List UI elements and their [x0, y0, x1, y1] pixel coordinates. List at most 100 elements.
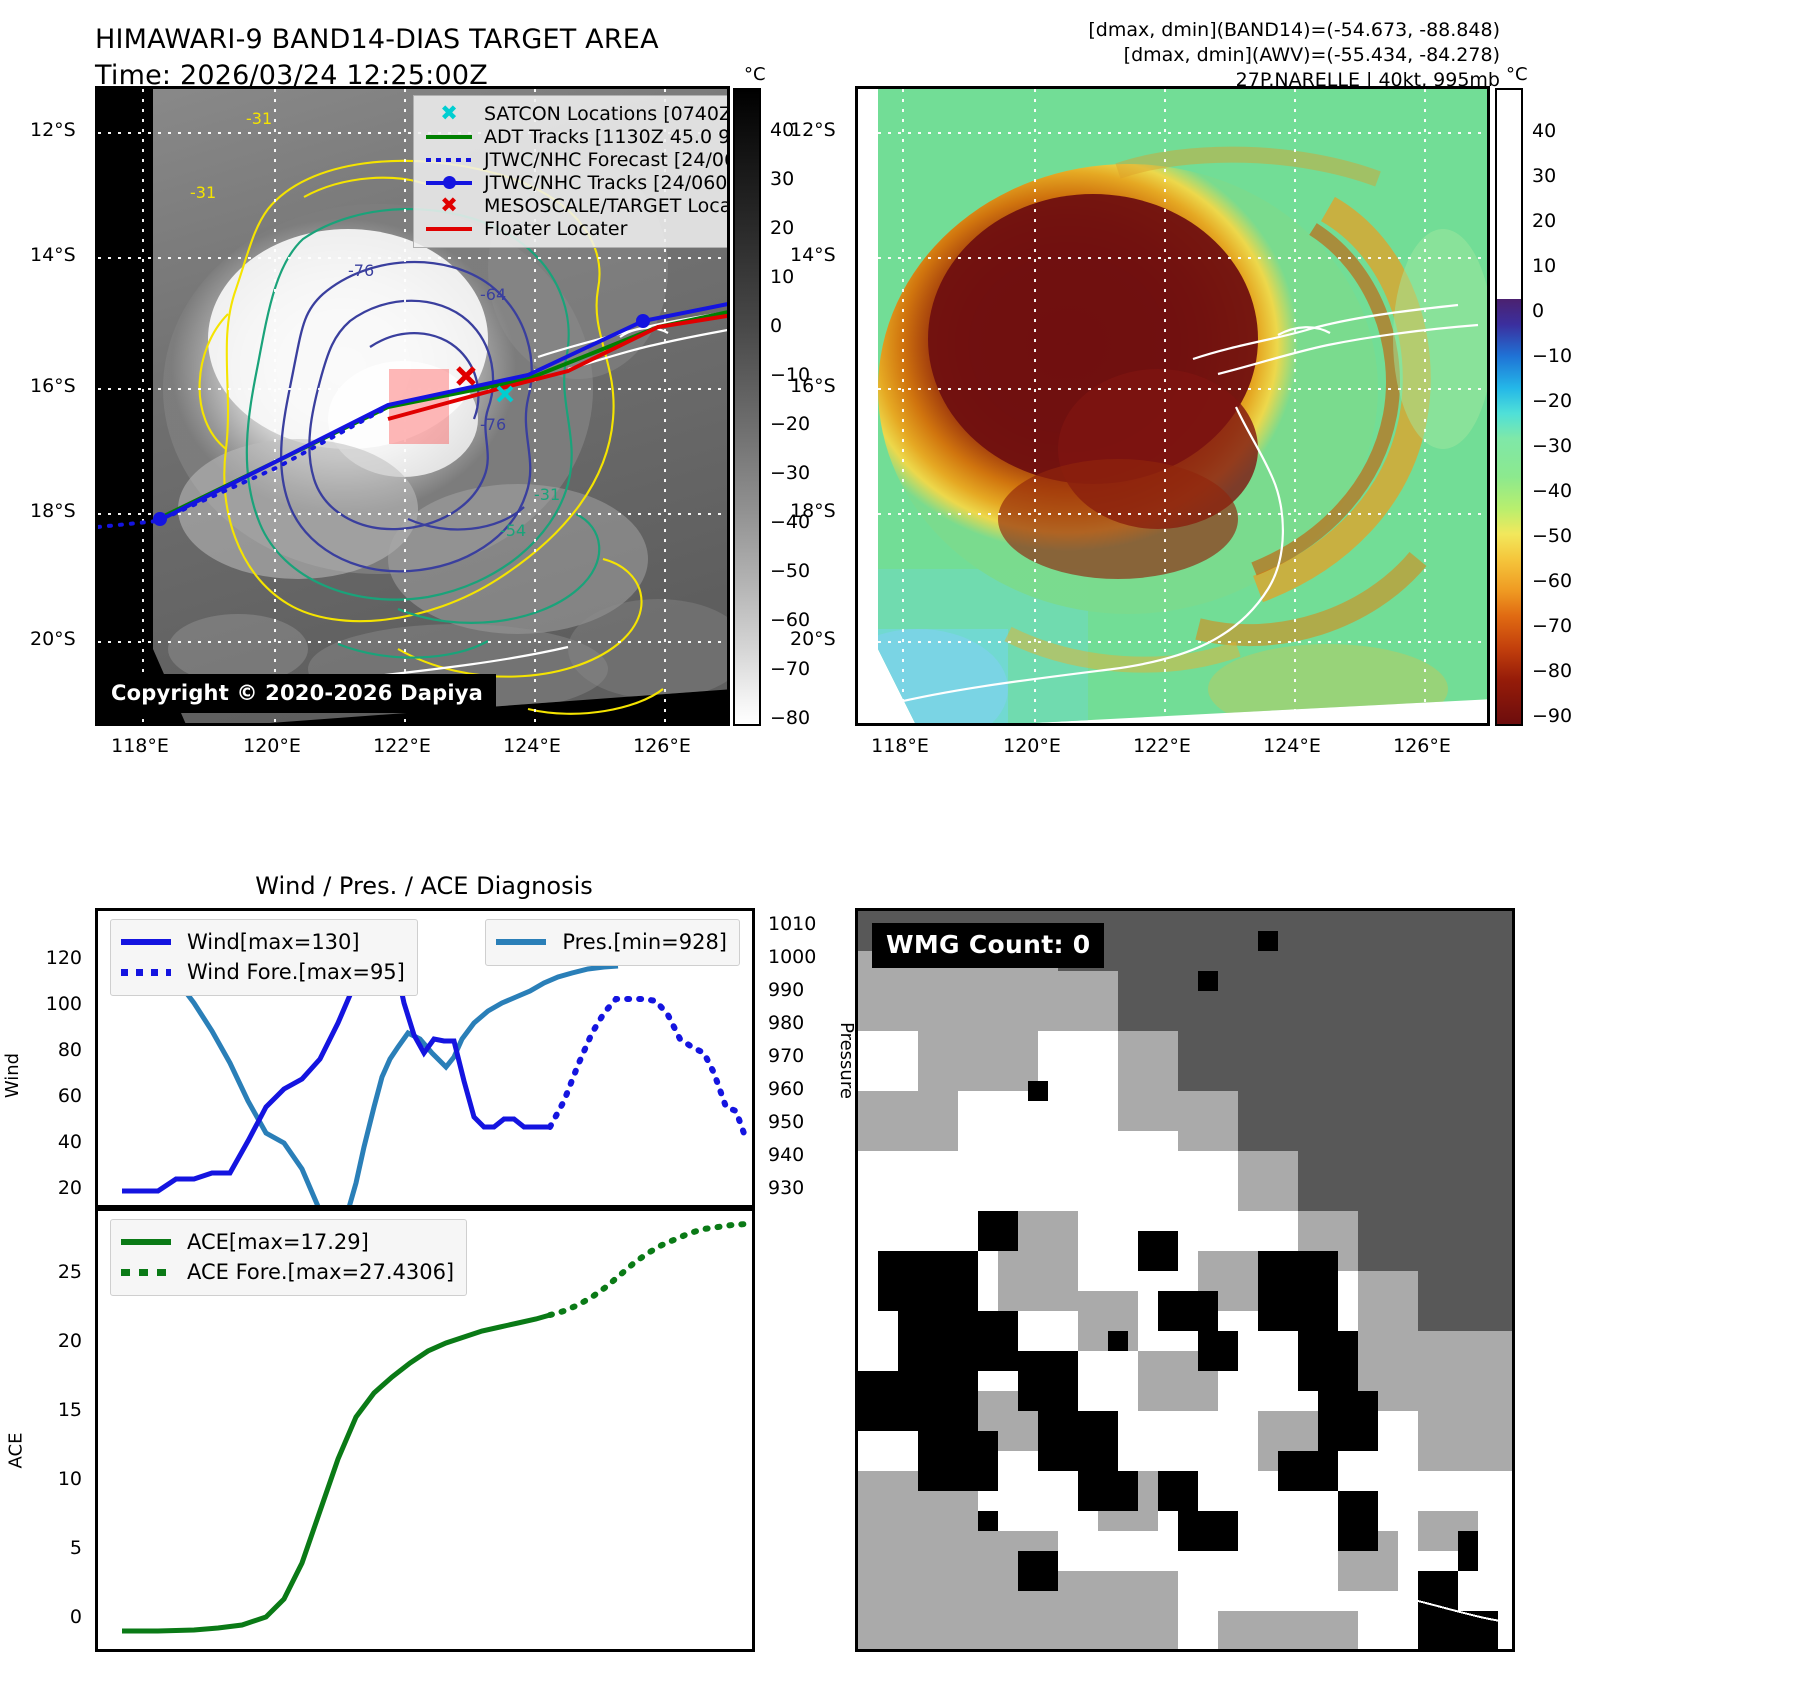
ace-y-tick: 20 [57, 1330, 82, 1352]
legend-item-mesoscale[interactable]: ✖ MESOSCALE/TARGET Location [423, 193, 727, 217]
pressure-axis-title: Pressure [835, 1022, 857, 1099]
lat-tick-label: 14°S [790, 244, 836, 266]
ace-plot-area [122, 1221, 749, 1634]
contour-label: -76 [348, 261, 375, 280]
cb-tick: 20 [770, 217, 795, 239]
wind-y-tick: 60 [57, 1085, 82, 1107]
pressure-y-tick: 930 [768, 1177, 805, 1199]
lat-tick-label: 18°S [790, 500, 836, 522]
cb-tick: −60 [770, 609, 811, 631]
map-legend: ✖ SATCON Locations [0740Z 48 987] ADT Tr… [413, 95, 730, 248]
cb-tick: 10 [770, 266, 795, 288]
legend-item-ace-forecast[interactable]: ACE Fore.[max=27.4306] [121, 1257, 454, 1287]
legend-item-wind[interactable]: Wind[max=130] [121, 927, 405, 957]
contour-label: -54 [500, 521, 527, 540]
cb-tick: −10 [770, 364, 811, 386]
ace-chart[interactable]: ACE[max=17.29] ACE Fore.[max=27.4306] [95, 1208, 755, 1652]
scene-info-storm: 27P.NARELLE | 40kt, 995mb [1235, 69, 1500, 91]
legend-label: SATCON Locations [0740Z 48 987] [484, 102, 730, 125]
legend-item-pressure[interactable]: Pres.[min=928] [496, 927, 727, 957]
lat-tick-label: 12°S [790, 119, 836, 141]
line-dot-icon [423, 175, 475, 189]
enhanced-ir-imagery [858, 89, 1487, 723]
pressure-y-tick: 1010 [768, 913, 817, 935]
lat-tick-label: 18°S [30, 500, 76, 522]
lon-tick-label: 118°E [871, 735, 929, 757]
lat-tick-label: 16°S [790, 375, 836, 397]
cb-tick: 30 [770, 168, 795, 190]
contour-label: -31 [534, 485, 561, 504]
legend-label: Pres.[min=928] [562, 930, 727, 954]
wmg-count-badge: WMG Count: 0 [872, 923, 1105, 968]
wind-axis-title: Wind [2, 1052, 24, 1099]
grayscale-satellite-imagery [98, 89, 727, 723]
wmg-map[interactable]: WMG Count: 0 [855, 908, 1515, 1652]
left-colorbar-ticks: 40 30 20 10 0 −10 −20 −30 −40 −50 −60 −7… [770, 88, 830, 729]
line-icon [423, 226, 475, 231]
legend-label: Floater Locater [484, 217, 628, 240]
left-colorbar-title: °C [744, 64, 766, 85]
wind-pressure-chart[interactable]: Wind[max=130] Wind Fore.[max=95] Pres.[m… [95, 908, 755, 1208]
legend-item-wind-forecast[interactable]: Wind Fore.[max=95] [121, 957, 405, 987]
legend-item-jtwc-forecast[interactable]: JTWC/NHC Forecast [24/0600Z] [423, 148, 727, 171]
line-icon [121, 939, 177, 945]
cb-tick: 30 [1532, 165, 1557, 187]
pressure-series [120, 930, 619, 1205]
legend-label: Wind[max=130] [187, 930, 360, 954]
lon-tick-label: 124°E [1263, 735, 1321, 757]
target-x-icon: ✖ [440, 193, 458, 217]
ace-series [122, 1312, 551, 1634]
ace-y-tick: 10 [57, 1468, 82, 1490]
cb-tick: −50 [770, 560, 811, 582]
ace-y-tick: 25 [57, 1261, 82, 1283]
cb-tick: −30 [1532, 435, 1573, 457]
legend-item-floater[interactable]: Floater Locater [423, 217, 727, 240]
dotted-line-icon [423, 157, 475, 162]
lat-tick-label: 12°S [30, 119, 76, 141]
pressure-y-tick: 990 [768, 979, 805, 1001]
satcon-x-icon: ✖ [440, 101, 458, 125]
wind-legend: Wind[max=130] Wind Fore.[max=95] [110, 919, 418, 996]
ace-y-tick: 15 [57, 1399, 82, 1421]
pressure-y-tick: 1000 [768, 946, 817, 968]
lat-tick-label: 16°S [30, 375, 76, 397]
right-colorbar [1495, 88, 1523, 726]
page-title-line1: HIMAWARI-9 BAND14-DIAS TARGET AREA [95, 24, 659, 55]
ace-legend: ACE[max=17.29] ACE Fore.[max=27.4306] [110, 1219, 468, 1296]
band14-grayscale-map[interactable]: -31 -31 -76 -64 -76 -31 -54 ✖ SATCON Loc… [95, 86, 730, 726]
legend-label: ADT Tracks [1130Z 45.0 994.4] [484, 125, 730, 148]
graticule [98, 89, 727, 723]
enhanced-ir-map[interactable] [855, 86, 1490, 726]
contour-darkblue [279, 260, 533, 573]
scene-info: [dmax, dmin](BAND14)=(-54.673, -88.848) … [880, 18, 1500, 93]
pressure-y-tick: 940 [768, 1144, 805, 1166]
ace-y-tick: 5 [69, 1537, 82, 1559]
wind-y-tick: 80 [57, 1039, 82, 1061]
scene-info-band14: [dmax, dmin](BAND14)=(-54.673, -88.848) [1088, 19, 1500, 41]
lon-tick-label: 122°E [1133, 735, 1191, 757]
page-title: HIMAWARI-9 BAND14-DIAS TARGET AREA Time:… [95, 22, 659, 94]
cb-tick: −80 [1532, 660, 1573, 682]
contour-label: -31 [190, 183, 217, 202]
dotted-line-icon [121, 968, 177, 976]
cb-tick: −30 [770, 462, 811, 484]
cb-tick: 10 [1532, 255, 1557, 277]
contour-label: -31 [246, 109, 273, 128]
legend-item-satcon[interactable]: ✖ SATCON Locations [0740Z 48 987] [423, 101, 730, 125]
legend-label: ACE Fore.[max=27.4306] [187, 1260, 455, 1284]
cb-tick: 40 [770, 119, 795, 141]
legend-item-adt[interactable]: ADT Tracks [1130Z 45.0 994.4] [423, 125, 730, 148]
cb-tick: −80 [770, 707, 811, 729]
legend-item-jtwc-tracks[interactable]: JTWC/NHC Tracks [24/0600Z] [423, 171, 727, 194]
wind-y-tick: 20 [57, 1177, 82, 1199]
legend-item-ace[interactable]: ACE[max=17.29] [121, 1227, 454, 1257]
wind-y-tick: 100 [45, 993, 82, 1015]
cb-tick: −20 [1532, 390, 1573, 412]
contour-label: -64 [480, 285, 507, 304]
cb-tick: 0 [1532, 300, 1545, 322]
cb-tick: −70 [770, 658, 811, 680]
coastline [877, 303, 1479, 709]
pressure-y-tick: 980 [768, 1012, 805, 1034]
dotted-line-icon [121, 1268, 177, 1276]
cb-tick: −40 [770, 511, 811, 533]
